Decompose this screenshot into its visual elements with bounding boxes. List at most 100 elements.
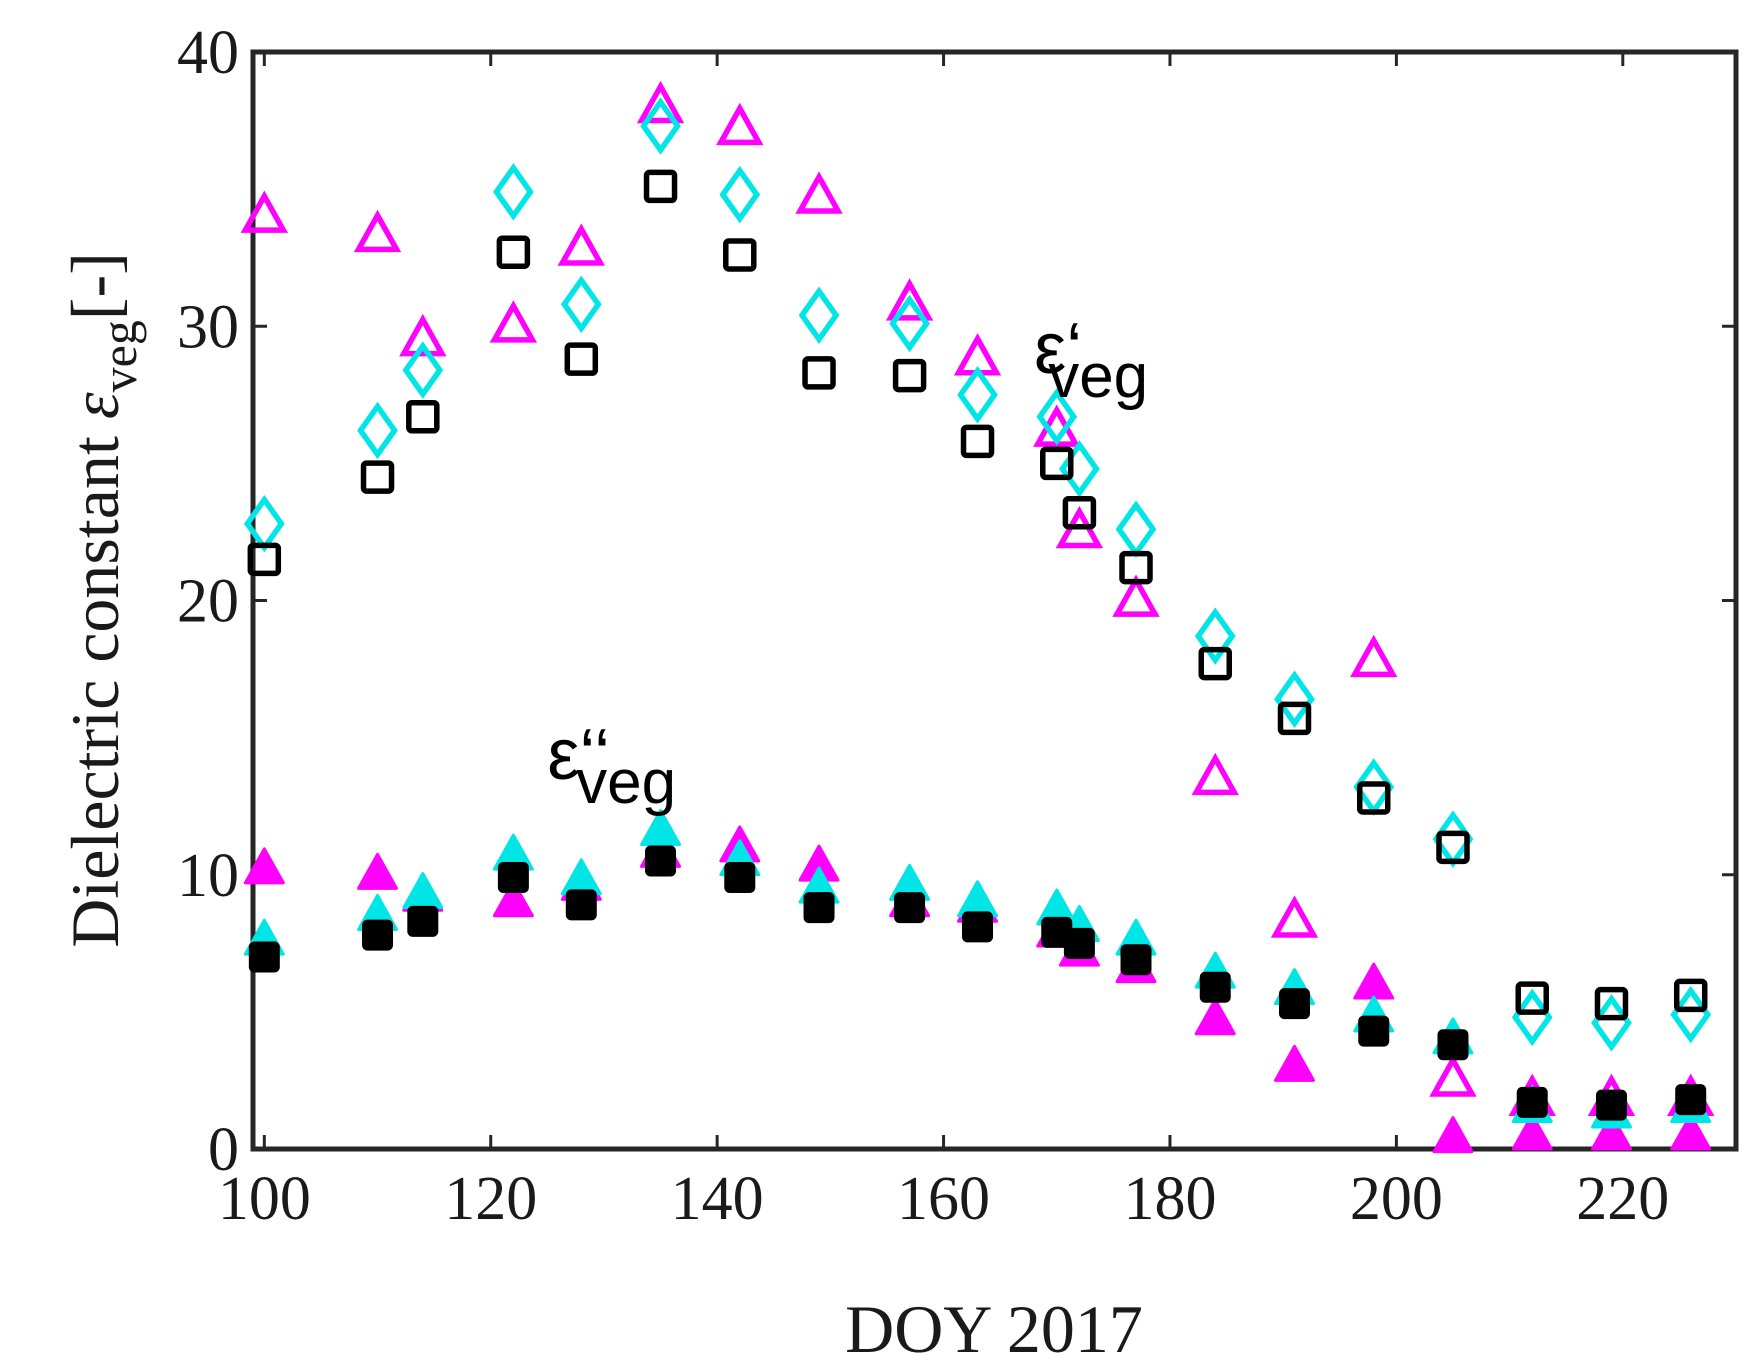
data-point	[1429, 1054, 1477, 1097]
series-4-triangle-filled	[243, 825, 1712, 1154]
data-point	[1277, 701, 1312, 736]
data-point	[1270, 895, 1319, 938]
annotation-real-part: ε‘veg	[1034, 309, 1148, 411]
data-point	[353, 209, 402, 253]
series-6-square-filled	[248, 845, 1707, 1121]
data-point	[1353, 962, 1395, 1000]
y-tick-label: 20	[177, 568, 239, 636]
data-point	[560, 858, 602, 896]
data-point	[803, 892, 835, 924]
data-point	[640, 97, 681, 155]
data-point	[1437, 1029, 1469, 1061]
data-point	[493, 163, 534, 221]
data-point	[1112, 574, 1160, 617]
data-point	[1040, 446, 1074, 481]
data-point	[962, 911, 994, 943]
data-point	[1273, 1044, 1315, 1082]
data-point	[1673, 978, 1708, 1013]
data-point	[243, 847, 285, 885]
data-point	[1062, 495, 1097, 530]
y-axis-title-symbol: ε	[57, 392, 133, 419]
data-point	[1199, 971, 1231, 1003]
data-point	[636, 80, 685, 124]
data-point	[1590, 1113, 1632, 1151]
data-point	[1670, 1113, 1712, 1151]
data-point	[402, 341, 444, 399]
data-point	[719, 165, 761, 224]
data-point	[1191, 752, 1239, 796]
data-point	[798, 286, 840, 345]
data-point	[489, 300, 538, 343]
data-point	[357, 852, 399, 890]
data-point	[795, 171, 843, 214]
y-tick-label: 30	[177, 293, 239, 361]
data-point	[1194, 607, 1236, 665]
annotation-imag-part: ε‘‘veg	[547, 715, 676, 817]
data-point	[247, 542, 282, 577]
data-point	[1595, 1089, 1627, 1121]
x-tick-label: 120	[444, 1165, 537, 1233]
data-point	[1063, 927, 1095, 959]
data-point	[402, 872, 444, 910]
data-point	[1675, 1084, 1707, 1116]
axis-ticks	[253, 50, 1736, 1151]
data-point	[240, 190, 289, 233]
data-point	[1194, 998, 1236, 1036]
data-point	[560, 275, 602, 334]
data-point	[496, 235, 531, 269]
data-point	[645, 845, 677, 877]
series-5-triangle-filled	[243, 808, 1712, 1129]
x-tick-label: 200	[1350, 1165, 1443, 1233]
data-point	[362, 919, 394, 951]
data-point	[892, 358, 927, 393]
data-point	[894, 892, 926, 924]
data-point	[1278, 988, 1310, 1020]
data-point	[360, 460, 395, 494]
annotation-subscript: veg	[1048, 342, 1148, 411]
data-point	[643, 169, 678, 204]
y-axis-title-subscript: veg	[91, 320, 147, 392]
y-tick-label: 40	[177, 19, 239, 87]
series-3-square-open	[247, 169, 1708, 1021]
data-point	[960, 424, 995, 459]
data-point	[1115, 500, 1157, 558]
data-point	[640, 808, 682, 846]
data-point	[1432, 1116, 1474, 1154]
annotation-symbol: ε‘	[1034, 309, 1082, 389]
x-tick-label: 100	[218, 1165, 311, 1233]
data-point	[1436, 830, 1470, 865]
y-tick-label: 0	[208, 1116, 239, 1184]
y-axis-title-main: Dielectric constant	[57, 419, 133, 948]
data-point	[885, 278, 934, 321]
data-point	[1036, 387, 1078, 446]
data-point	[399, 313, 447, 357]
data-point	[723, 238, 757, 272]
data-point	[1516, 1086, 1548, 1118]
data-point	[1511, 1113, 1553, 1151]
data-point	[564, 342, 599, 376]
data-point	[1358, 1015, 1390, 1047]
data-point	[1119, 550, 1153, 585]
y-axis-title: Dielectric constant εveg[-]	[57, 252, 147, 948]
x-tick-label: 160	[897, 1165, 990, 1233]
data-point	[492, 880, 534, 918]
data-point	[565, 889, 597, 921]
data-point	[1515, 981, 1549, 1015]
axis-tick-labels: 100 120 140 160 180 200 220 0 10 20 30 40	[177, 19, 1669, 1233]
data-point	[557, 223, 605, 266]
annotation-subscript: veg	[576, 748, 676, 817]
data-point	[406, 400, 440, 434]
x-tick-label: 180	[1123, 1165, 1216, 1233]
x-tick-label: 220	[1576, 1165, 1669, 1233]
data-point	[724, 861, 756, 893]
plot-frame	[250, 49, 1739, 1152]
x-tick-label: 140	[671, 1165, 764, 1233]
data-point	[1350, 634, 1398, 678]
data-point	[802, 356, 836, 390]
data-point	[1356, 781, 1391, 815]
data-point	[1274, 670, 1315, 728]
y-tick-label: 10	[177, 842, 239, 910]
data-point	[1120, 944, 1152, 976]
